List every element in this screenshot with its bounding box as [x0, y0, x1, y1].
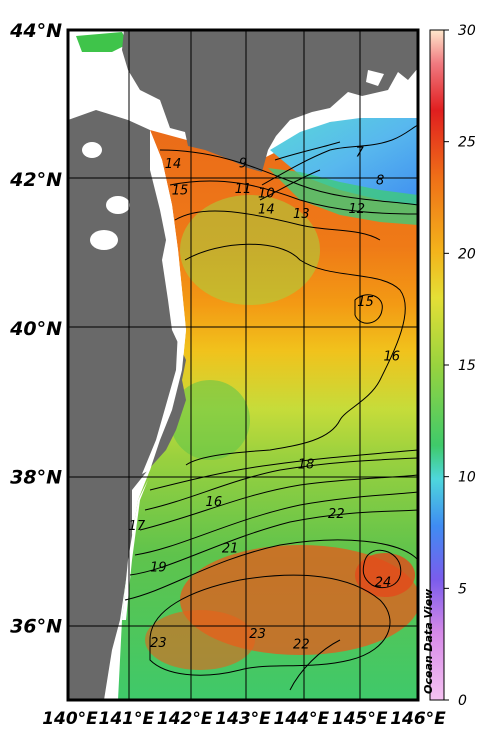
contour-labels: 78 9 10 11 12 13 14 14 15 15 16 16 17 18 19 21 22 22 23 23 2… [129, 145, 400, 652]
lat-label: 38°N [10, 467, 62, 489]
contour-label: 19 [150, 561, 167, 576]
colorbar-tick-label: 20 [458, 246, 476, 262]
lon-label: 146°E [390, 709, 446, 729]
map-frame [66, 28, 420, 702]
contour-label: 23 [150, 636, 167, 651]
colorbar-tick-label: 25 [458, 135, 476, 151]
lon-labels: 140°E 141°E 142°E 143°E 144°E 145°E 146°E [42, 709, 446, 729]
colorbar-tick-label: 0 [458, 693, 467, 709]
colorbar-tick-label: 30 [458, 23, 476, 39]
contour-label: 12 [348, 202, 365, 217]
contour-label: 14 [165, 157, 182, 172]
contour-label: 9 [239, 157, 247, 172]
contour-label: 22 [293, 637, 310, 652]
contour-label: 18 [298, 457, 315, 472]
lon-label: 141°E [99, 709, 155, 729]
contour-label: 17 [129, 519, 146, 534]
contour-label: 13 [293, 207, 310, 222]
contour-label: 21 [222, 541, 239, 556]
contour-label: 24 [375, 576, 392, 591]
contour-label: 11 [235, 182, 252, 197]
lat-labels: 44°N 42°N 40°N 38°N 36°N [9, 20, 62, 638]
colorbar-tick-label: 10 [458, 470, 476, 486]
lon-label: 142°E [157, 709, 213, 729]
contour-label: 7 [356, 145, 365, 160]
graticule [68, 30, 418, 700]
cold-water [270, 118, 418, 205]
land-honshu [68, 110, 186, 700]
ocean-data-view-credit: Ocean Data View [422, 588, 435, 694]
contour-label: 15 [357, 295, 374, 310]
lon-label: 144°E [274, 709, 330, 729]
contour-label: 16 [206, 495, 223, 510]
colorbar-ticks: 0 5 10 15 20 25 30 [444, 23, 476, 709]
lon-label: 143°E [215, 709, 271, 729]
contour-label: 10 [258, 186, 275, 201]
contour-label: 15 [172, 183, 189, 198]
land-hokkaido [122, 30, 418, 172]
colorbar-tick-label: 5 [458, 581, 467, 597]
contour-label: 16 [383, 349, 400, 364]
lon-label: 145°E [332, 709, 388, 729]
lat-label: 36°N [10, 616, 62, 638]
colorbar-tick-label: 15 [458, 358, 476, 374]
contour-label: 23 [249, 627, 266, 642]
contour-label: 8 [376, 174, 384, 189]
lat-label: 44°N [9, 20, 62, 42]
lat-label: 42°N [9, 169, 62, 191]
contour-label: 14 [258, 203, 275, 218]
lat-label: 40°N [9, 318, 62, 340]
contour-label: 22 [328, 507, 345, 522]
lon-label: 140°E [42, 709, 98, 729]
